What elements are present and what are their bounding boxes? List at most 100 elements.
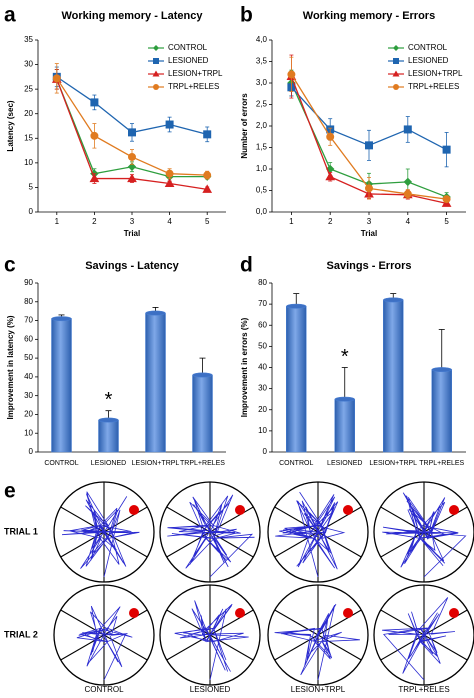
legend-marker — [152, 70, 160, 77]
y-tick-label: 3,0 — [256, 78, 268, 87]
x-tick-label: TRPL+RELES — [419, 460, 464, 467]
y-tick-label: 1,5 — [256, 143, 268, 152]
marker — [326, 132, 335, 141]
column-label: TRPL+RELES — [398, 685, 449, 694]
trajectory — [174, 600, 249, 681]
y-tick-label: 80 — [258, 278, 267, 287]
panel-letter: d — [240, 254, 253, 277]
chart-title: Working memory - Latency — [62, 10, 204, 22]
x-axis-label: Trial — [124, 229, 140, 238]
bar — [383, 299, 404, 453]
x-tick-label: 4 — [167, 217, 172, 226]
y-tick-label: 40 — [258, 363, 267, 372]
legend-label: LESION+TRPL — [168, 69, 223, 78]
trajectory — [61, 491, 140, 578]
y-tick-label: 3,5 — [256, 57, 268, 66]
y-tick-label: 0 — [263, 447, 268, 456]
y-tick-label: 15 — [24, 133, 33, 142]
y-tick-label: 10 — [258, 426, 267, 435]
marker — [442, 195, 451, 204]
y-axis-label: Number of errors — [240, 93, 249, 159]
y-tick-label: 2,5 — [256, 100, 268, 109]
legend-label: CONTROL — [408, 43, 448, 52]
trajectory — [76, 605, 133, 681]
legend-label: LESIONED — [168, 56, 209, 65]
annotation: * — [105, 389, 113, 411]
marker — [90, 98, 99, 107]
y-tick-label: 1,0 — [256, 164, 268, 173]
legend-marker — [393, 45, 399, 51]
trajectory — [274, 603, 360, 681]
trajectory — [382, 492, 467, 578]
bar — [98, 419, 119, 453]
marker — [325, 171, 336, 181]
x-tick-label: TRPL+RELES — [180, 460, 225, 467]
y-tick-label: 20 — [24, 109, 33, 118]
marker — [165, 120, 174, 129]
legend-label: TRPL+RELES — [168, 82, 219, 91]
legend-marker — [153, 58, 159, 64]
trajectory — [382, 597, 455, 681]
y-tick-label: 30 — [24, 391, 33, 400]
y-tick-label: 0 — [29, 447, 34, 456]
legend-label: CONTROL — [168, 43, 208, 52]
bar — [431, 369, 452, 453]
bar-top — [431, 367, 452, 373]
marker — [89, 173, 100, 183]
bar-top — [51, 316, 72, 322]
x-tick-label: 1 — [289, 217, 294, 226]
annotation: * — [341, 346, 349, 368]
x-tick-label: LESIONED — [327, 460, 362, 467]
x-tick-label: CONTROL — [279, 460, 313, 467]
y-axis-label: Improvement in errors (%) — [240, 317, 249, 417]
legend-marker — [153, 45, 159, 51]
bar — [192, 374, 213, 453]
y-axis-label: Improvement in latency (%) — [6, 315, 15, 419]
marker — [403, 177, 413, 187]
panel-letter: c — [4, 254, 16, 277]
marker — [403, 125, 412, 134]
y-tick-label: 4,0 — [256, 35, 268, 44]
y-tick-label: 60 — [258, 320, 267, 329]
x-tick-label: LESION+TRPL — [369, 460, 417, 467]
y-tick-label: 30 — [258, 384, 267, 393]
legend-marker — [392, 70, 400, 77]
bar — [145, 312, 166, 453]
marker — [128, 128, 136, 137]
goal — [449, 505, 459, 515]
y-tick-label: 0,5 — [256, 186, 268, 195]
marker — [365, 141, 373, 150]
y-tick-label: 0,0 — [256, 207, 268, 216]
y-tick-label: 20 — [24, 410, 33, 419]
goal — [129, 505, 139, 515]
x-axis-label: Trial — [361, 229, 377, 238]
y-tick-label: 40 — [24, 372, 33, 381]
legend-marker — [393, 84, 399, 90]
bar-top — [286, 303, 307, 309]
chart-title: Savings - Errors — [327, 260, 412, 272]
marker — [365, 184, 373, 193]
goal — [449, 608, 459, 618]
x-tick-label: 3 — [367, 217, 372, 226]
bar — [286, 305, 307, 453]
legend-label: LESIONED — [408, 56, 449, 65]
x-tick-label: 4 — [406, 217, 411, 226]
y-tick-label: 5 — [29, 183, 34, 192]
y-axis-label: Latency (sec) — [6, 100, 15, 151]
y-tick-label: 10 — [24, 158, 33, 167]
goal — [129, 608, 139, 618]
y-tick-label: 2,0 — [256, 121, 268, 130]
panel-letter: e — [4, 480, 16, 503]
bar-top — [383, 297, 404, 303]
marker — [202, 184, 213, 193]
marker — [52, 74, 61, 83]
goal — [343, 608, 353, 618]
x-tick-label: LESIONED — [91, 460, 126, 467]
legend-label: TRPL+RELES — [408, 82, 459, 91]
panel-letter: b — [240, 4, 253, 27]
x-tick-label: 2 — [92, 217, 97, 226]
goal — [235, 505, 245, 515]
y-tick-label: 25 — [24, 84, 33, 93]
marker — [403, 189, 412, 198]
